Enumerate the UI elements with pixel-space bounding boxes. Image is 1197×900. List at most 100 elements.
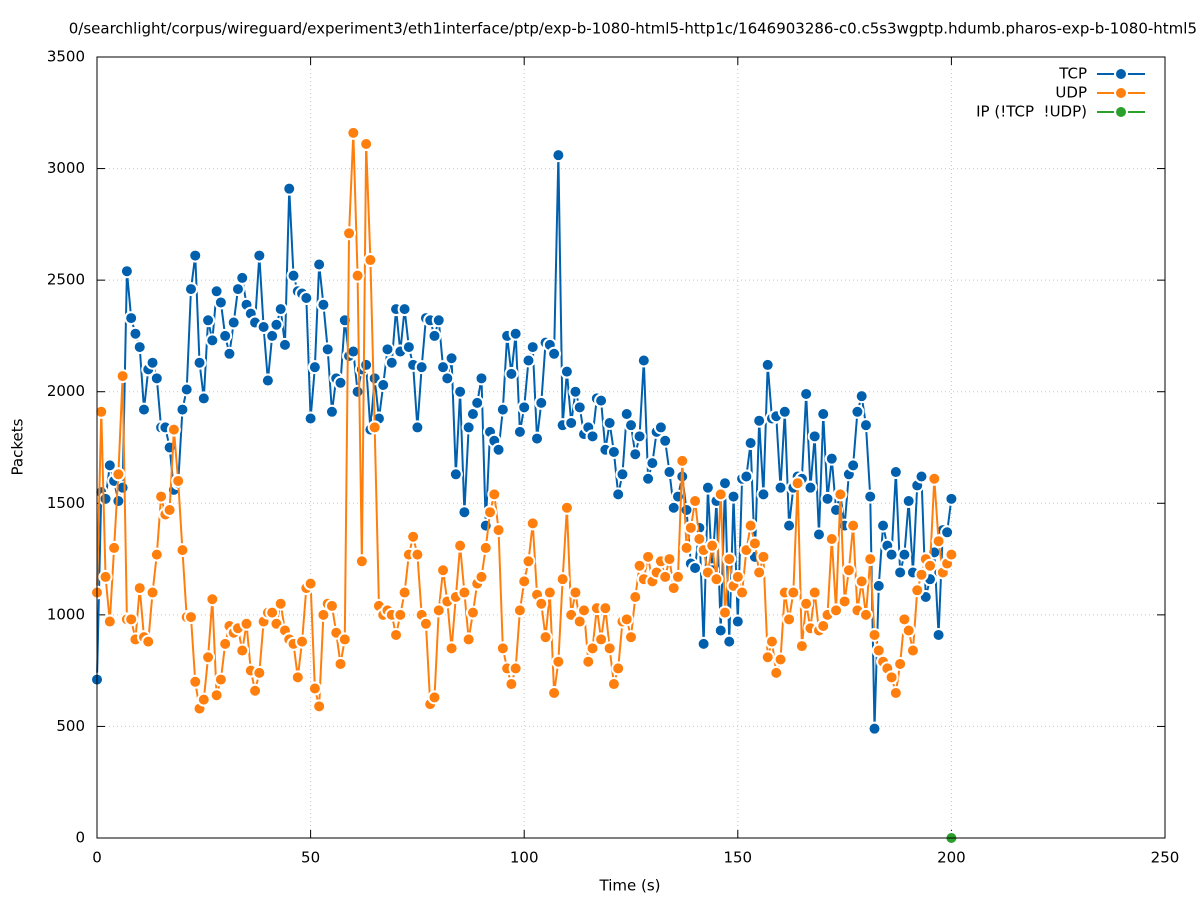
data-point — [98, 491, 113, 506]
y-tick-label: 2500 — [47, 271, 85, 289]
data-point — [901, 623, 916, 638]
legend-label: TCP — [1058, 65, 1087, 83]
data-point — [337, 632, 352, 647]
data-point — [777, 404, 792, 419]
data-point — [188, 248, 203, 263]
data-point — [542, 585, 557, 600]
data-point — [547, 346, 562, 361]
data-point — [572, 400, 587, 415]
data-point — [884, 670, 899, 685]
data-point — [594, 393, 609, 408]
data-point — [747, 536, 762, 551]
data-point — [389, 627, 404, 642]
data-point — [448, 467, 463, 482]
data-point — [628, 447, 643, 462]
data-point — [688, 494, 703, 509]
data-point — [743, 518, 758, 533]
y-tick-label: 3500 — [47, 48, 85, 66]
data-point — [115, 369, 130, 384]
data-point — [128, 326, 143, 341]
data-point — [171, 473, 186, 488]
data-point — [517, 400, 532, 415]
data-point — [931, 534, 946, 549]
data-point — [316, 297, 331, 312]
data-point — [910, 583, 925, 598]
data-point — [474, 371, 489, 386]
data-point — [260, 373, 275, 388]
data-point — [132, 581, 147, 596]
data-point — [512, 603, 527, 618]
data-point — [303, 576, 318, 591]
data-point — [504, 677, 519, 692]
data-point — [98, 569, 113, 584]
data-point — [307, 360, 322, 375]
data-point — [914, 469, 929, 484]
data-point — [739, 469, 754, 484]
data-point — [350, 384, 365, 399]
data-point — [397, 302, 412, 317]
data-point — [188, 674, 203, 689]
data-point — [354, 554, 369, 569]
data-point — [359, 137, 374, 152]
data-point — [397, 585, 412, 600]
data-point — [611, 661, 626, 676]
data-point — [201, 650, 216, 665]
data-point — [333, 656, 348, 671]
data-point — [756, 549, 771, 564]
data-point — [474, 569, 489, 584]
data-point — [619, 612, 634, 627]
data-point — [183, 282, 198, 297]
data-point — [940, 525, 955, 540]
data-point — [688, 560, 703, 575]
data-point — [769, 665, 784, 680]
data-point — [94, 404, 109, 419]
data-point — [833, 487, 848, 502]
data-point — [175, 543, 190, 558]
data-point — [645, 456, 660, 471]
data-point — [683, 520, 698, 535]
data-point — [722, 552, 737, 567]
data-point — [670, 489, 685, 504]
data-point — [606, 444, 621, 459]
data-point — [406, 529, 421, 544]
data-point — [547, 685, 562, 700]
y-tick-label: 1000 — [47, 605, 85, 623]
data-point — [457, 585, 472, 600]
data-point — [799, 596, 814, 611]
data-point — [346, 125, 361, 140]
data-point — [829, 603, 844, 618]
data-point — [730, 614, 745, 629]
data-point — [346, 344, 361, 359]
y-axis-label: Packets — [9, 418, 27, 475]
data-point — [782, 612, 797, 627]
data-point — [410, 547, 425, 562]
data-point — [662, 465, 677, 480]
data-point — [145, 585, 160, 600]
y-tick-label: 3000 — [47, 159, 85, 177]
data-point — [436, 563, 451, 578]
data-point — [517, 574, 532, 589]
data-point — [196, 391, 211, 406]
data-point — [675, 453, 690, 468]
data-point — [790, 476, 805, 491]
data-point — [175, 402, 190, 417]
data-point — [670, 569, 685, 584]
data-point — [478, 540, 493, 555]
data-point — [799, 386, 814, 401]
data-point — [239, 616, 254, 631]
data-point — [431, 313, 446, 328]
data-point — [863, 489, 878, 504]
data-point — [290, 670, 305, 685]
data-point — [931, 627, 946, 642]
data-point — [205, 333, 220, 348]
data-point — [491, 523, 506, 538]
data-point — [624, 630, 638, 645]
data-point — [598, 601, 613, 616]
data-point — [705, 538, 720, 553]
data-point — [717, 605, 732, 620]
data-point — [282, 181, 297, 196]
data-point — [679, 540, 694, 555]
data-point — [641, 549, 656, 564]
data-point — [495, 402, 510, 417]
